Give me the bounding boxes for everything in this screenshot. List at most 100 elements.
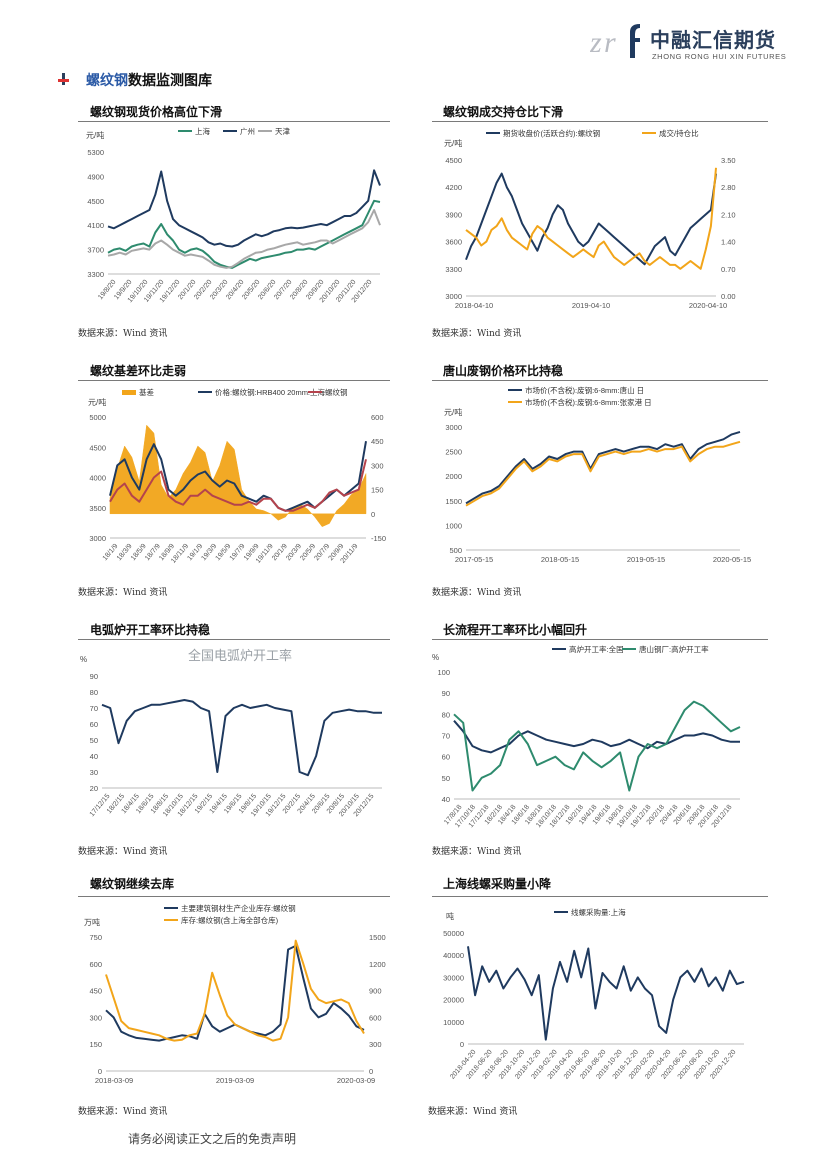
data-source: 数据来源：Wind 资讯 (78, 588, 168, 598)
y2-tick-label: -150 (371, 534, 386, 543)
y-unit-label: 元/吨 (444, 138, 462, 148)
y-tick-label: 4200 (445, 183, 462, 192)
chart-title: 全国电弧炉开工率 (188, 648, 292, 663)
disclaimer-note: 请务必阅读正文之后的免责声明 (128, 1132, 297, 1146)
y-tick-label: 60 (90, 720, 98, 729)
section-title-rest: 数据监测图库 (128, 73, 212, 89)
y-tick-label: 1500 (445, 497, 462, 506)
y2-tick-label: 1.40 (721, 238, 736, 247)
legend-label: 螺纹钢 (325, 387, 348, 397)
data-source: 数据来源：Wind 资讯 (432, 847, 522, 857)
y-tick-label: 30000 (443, 973, 464, 982)
legend-label: 广州 (240, 126, 255, 136)
company-logo-text: 中融汇信期货 (650, 28, 776, 52)
y2-tick-label: 150 (371, 486, 384, 495)
divider (78, 639, 390, 640)
legend-label: 主要建筑钢材生产企业库存:螺纹钢 (181, 903, 296, 913)
y2-tick-label: 600 (369, 1013, 382, 1022)
chart-volume-oi-ratio: 元/吨 4500 4200 3900 3600 3300 3000 3.50 2.80 2.10 1… (444, 128, 736, 310)
panel-title: 唐山废钢价格环比持稳 (443, 364, 564, 378)
y2-tick-label: 0.70 (721, 265, 736, 274)
y2-tick-label: 450 (371, 437, 384, 446)
series-line (465, 430, 741, 505)
y-tick-label: 2000 (445, 472, 462, 481)
y-tick-label: 30 (90, 768, 98, 777)
y-tick-label: 0 (98, 1067, 102, 1076)
y2-tick-label: 300 (371, 461, 384, 470)
y-tick-label: 750 (89, 933, 102, 942)
y-unit-label: 元/吨 (86, 130, 104, 140)
series-line (465, 440, 741, 507)
y-tick-label: 1000 (445, 521, 462, 530)
legend-label: 唐山钢厂:高炉开工率 (639, 644, 709, 654)
legend-label: 上海 (195, 126, 210, 136)
y-tick-label: 600 (89, 960, 102, 969)
x-tick-label: 2018-04-10 (455, 301, 493, 310)
x-tick-label: 2020-03-09 (337, 1076, 375, 1085)
chart-rebar-inventory: 万吨75060045030015001500120090060030002018… (84, 903, 386, 1085)
y-tick-label: 10000 (443, 1018, 464, 1027)
y-tick-label: 3700 (87, 246, 104, 255)
y-tick-label: 3300 (87, 270, 104, 279)
data-source: 数据来源：Wind 资讯 (428, 1107, 518, 1117)
y-tick-label: 500 (449, 546, 462, 555)
y-tick-label: 90 (90, 672, 98, 681)
legend-label: 线螺采购量:上海 (571, 907, 626, 917)
company-logo-english: ZHONG RONG HUI XIN FUTURES (652, 52, 787, 61)
y-tick-label: 4100 (87, 221, 104, 230)
section-title: 螺纹钢数据监测图库 (86, 70, 212, 90)
x-tick-label: 17/12/15 (89, 793, 112, 818)
x-tick-label: 2019-04-10 (572, 301, 610, 310)
divider (432, 121, 768, 122)
y2-tick-label: 300 (369, 1040, 382, 1049)
x-tick-label: 2018-03-09 (95, 1076, 133, 1085)
data-source: 数据来源：Wind 资讯 (78, 847, 168, 857)
data-source: 数据来源：Wind 资讯 (432, 588, 522, 598)
legend-label: 市场价(不含税):废钢:6-8mm:张家港 日 (525, 397, 652, 407)
series-area (109, 424, 367, 528)
y-tick-label: 80 (90, 688, 98, 697)
y-tick-label: 4500 (445, 156, 462, 165)
data-source: 数据来源：Wind 资讯 (78, 329, 168, 339)
y2-tick-label: 0 (371, 510, 375, 519)
panel-title: 螺纹基差环比走弱 (90, 364, 187, 378)
y2-tick-label: 0.00 (721, 292, 736, 301)
y2-tick-label: 2.10 (721, 210, 736, 219)
data-source: 数据来源：Wind 资讯 (432, 329, 522, 339)
legend-label: 价格:螺纹钢:HRB400 20mm:上海 (215, 387, 326, 397)
y-tick-label: 50 (442, 774, 450, 783)
legend-swatch (122, 390, 136, 395)
series-line (105, 944, 365, 1042)
x-tick-label: 2019-05-15 (627, 555, 665, 564)
y2-tick-label: 1200 (369, 960, 386, 969)
x-tick-label: 2020-04-10 (689, 301, 727, 310)
series-line (465, 172, 717, 266)
y-tick-label: 4500 (89, 443, 106, 452)
y2-tick-label: 900 (369, 987, 382, 996)
chart-blast-furnace-utilization: %10090807060504017/8/1817/10/1817/12/181… (432, 644, 741, 829)
y2-tick-label: 0 (369, 1067, 373, 1076)
svg-text:r: r (604, 26, 616, 59)
panel-title: 电弧炉开工率环比持稳 (90, 623, 211, 637)
y-unit-label: % (432, 653, 439, 662)
divider (432, 380, 768, 381)
y-tick-label: 0 (460, 1040, 464, 1049)
chart-spot-price: 元/吨53004900450041003700330019/8/2019/9/2… (86, 126, 381, 304)
y-tick-label: 3000 (89, 534, 106, 543)
y-tick-label: 3300 (445, 265, 462, 274)
y-tick-label: 50000 (443, 929, 464, 938)
y-tick-label: 70 (442, 732, 450, 741)
panel-title: 螺纹钢现货价格高位下滑 (90, 105, 223, 119)
y-tick-label: 80 (442, 710, 450, 719)
y2-tick-label: 1500 (369, 933, 386, 942)
legend-label: 高炉开工率:全国 (569, 644, 624, 654)
y-tick-label: 40 (90, 752, 98, 761)
y-tick-label: 3900 (445, 210, 462, 219)
legend-label: 天津 (275, 127, 290, 136)
divider (78, 121, 390, 122)
y-tick-label: 2500 (445, 448, 462, 457)
y-tick-label: 70 (90, 704, 98, 713)
series-line (453, 700, 741, 792)
y-tick-label: 5000 (89, 413, 106, 422)
